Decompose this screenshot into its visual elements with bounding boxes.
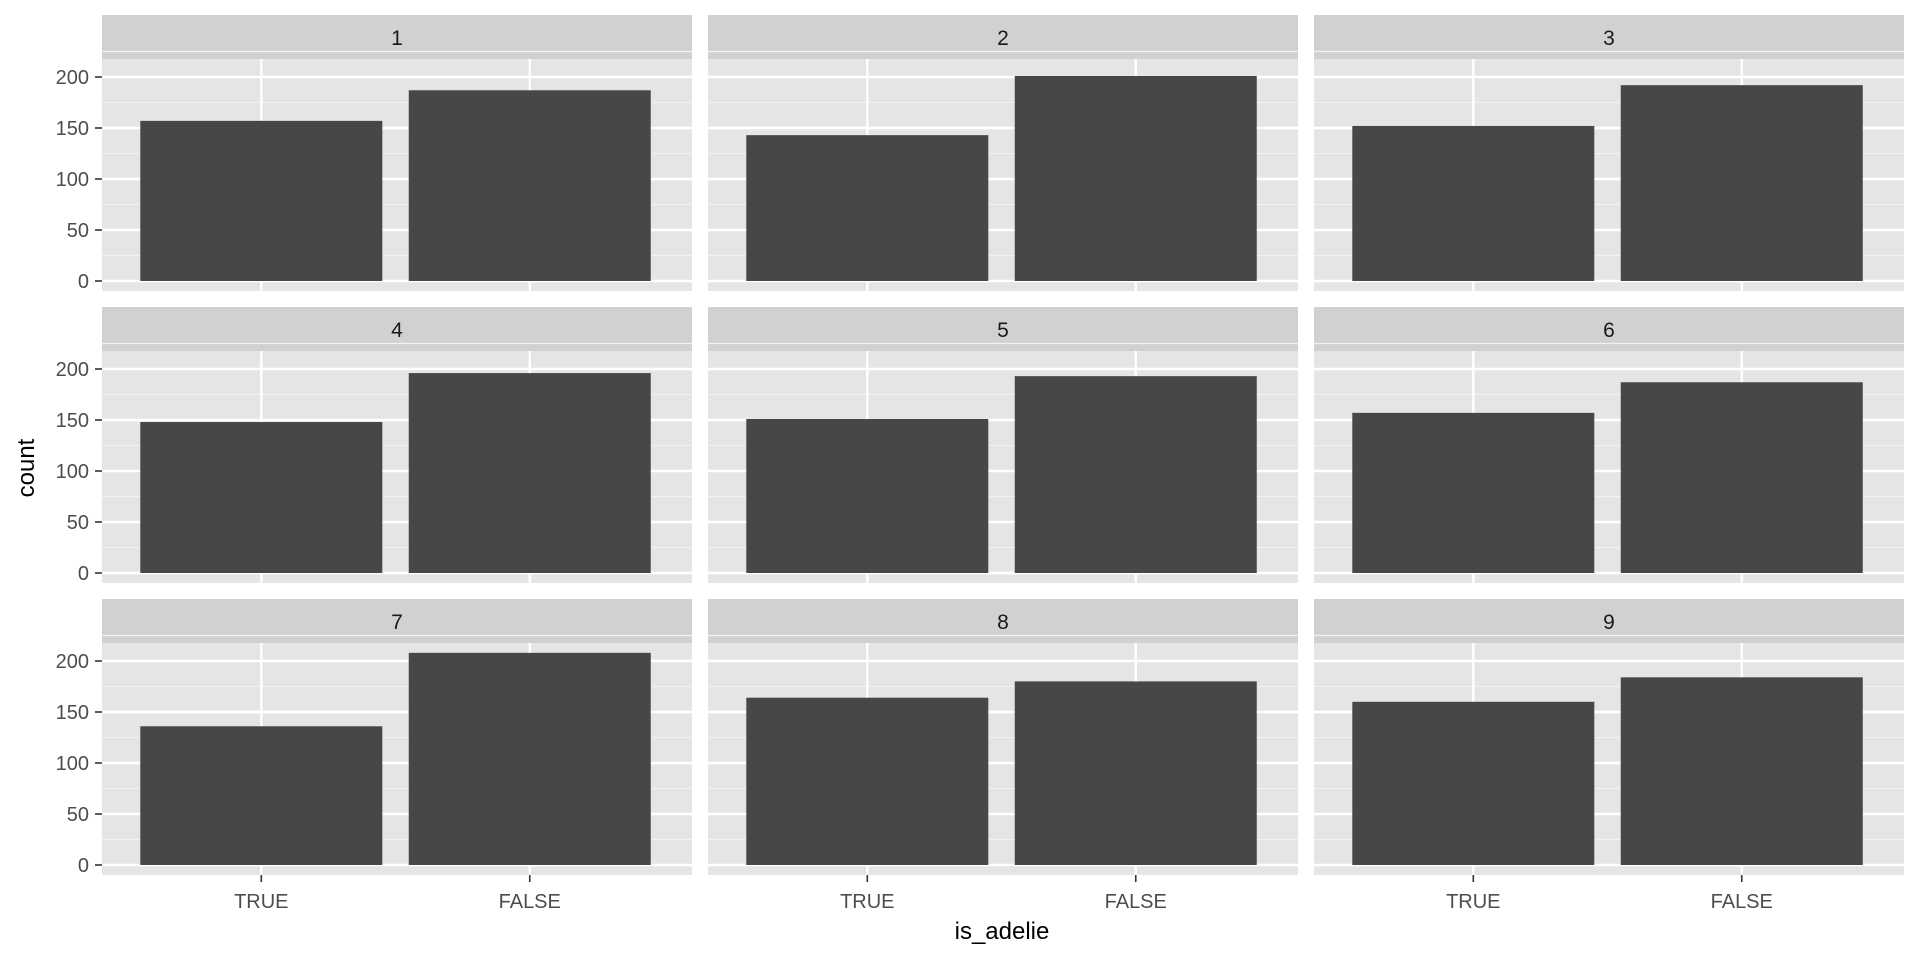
facet-strip-label: 5 [997, 319, 1009, 342]
bar-false [1620, 85, 1863, 281]
facet-panel-4: 4 0 50 100 150 200 [56, 307, 692, 585]
bar-false [408, 373, 651, 573]
y-tick-label: 100 [56, 753, 89, 775]
y-axis-title: count [13, 438, 40, 497]
x-axis-title: is_adelie [955, 918, 1050, 945]
bar-false [1014, 376, 1257, 573]
y-tick-label: 50 [67, 804, 89, 826]
facet-panels: 1 0 50 100 150 200 2 3 4 0 50 100 150 200 5 6 7 0 50 100 150… [56, 15, 1904, 913]
y-tick-label: 50 [67, 220, 89, 242]
bar-false [1620, 382, 1863, 573]
bar-true [140, 422, 383, 573]
bar-true [1352, 701, 1595, 865]
facet-panel-6: 6 [1314, 307, 1904, 583]
x-tick-label-true: TRUE [1446, 891, 1500, 913]
bar-false [1014, 75, 1257, 281]
bar-false [408, 652, 651, 865]
y-tick-label: 150 [56, 410, 89, 432]
facet-panel-9: 9 TRUE FALSE [1314, 599, 1904, 913]
facet-panel-3: 3 [1314, 15, 1904, 291]
facet-strip-label: 4 [391, 319, 403, 342]
y-tick-label: 0 [78, 855, 89, 877]
y-tick-label: 150 [56, 702, 89, 724]
bar-false [1014, 681, 1257, 865]
x-tick-label-false: FALSE [1711, 891, 1773, 913]
facet-panel-8: 8 TRUE FALSE [708, 599, 1298, 913]
bar-true [746, 418, 989, 573]
y-tick-label: 100 [56, 461, 89, 483]
facet-panel-7: 7 0 50 100 150 200 TRUE FALSE [56, 599, 692, 913]
facet-strip-label: 3 [1603, 27, 1615, 50]
bar-true [746, 697, 989, 865]
y-tick-label: 150 [56, 118, 89, 140]
bar-true [140, 120, 383, 281]
facet-strip-label: 1 [391, 27, 403, 50]
x-tick-label-true: TRUE [234, 891, 288, 913]
facet-panel-5: 5 [708, 307, 1298, 583]
facet-strip-label: 8 [997, 611, 1009, 634]
bar-false [408, 90, 651, 281]
x-tick-label-false: FALSE [499, 891, 561, 913]
bar-false [1620, 677, 1863, 865]
bar-true [1352, 125, 1595, 282]
y-tick-label: 100 [56, 169, 89, 191]
y-tick-label: 50 [67, 512, 89, 534]
bar-true [140, 726, 383, 865]
facet-strip-label: 9 [1603, 611, 1615, 634]
facet-strip-label: 6 [1603, 319, 1615, 342]
facet-strip-label: 7 [391, 611, 403, 634]
y-tick-label: 0 [78, 563, 89, 585]
y-tick-label: 200 [56, 651, 89, 673]
y-tick-label: 0 [78, 271, 89, 293]
bar-true [1352, 412, 1595, 573]
y-tick-label: 200 [56, 67, 89, 89]
facet-panel-1: 1 0 50 100 150 200 [56, 15, 692, 293]
x-tick-label-false: FALSE [1105, 891, 1167, 913]
facet-panel-2: 2 [708, 15, 1298, 291]
x-tick-label-true: TRUE [840, 891, 894, 913]
y-tick-label: 200 [56, 359, 89, 381]
bar-true [746, 135, 989, 281]
facet-strip-label: 2 [997, 27, 1009, 50]
